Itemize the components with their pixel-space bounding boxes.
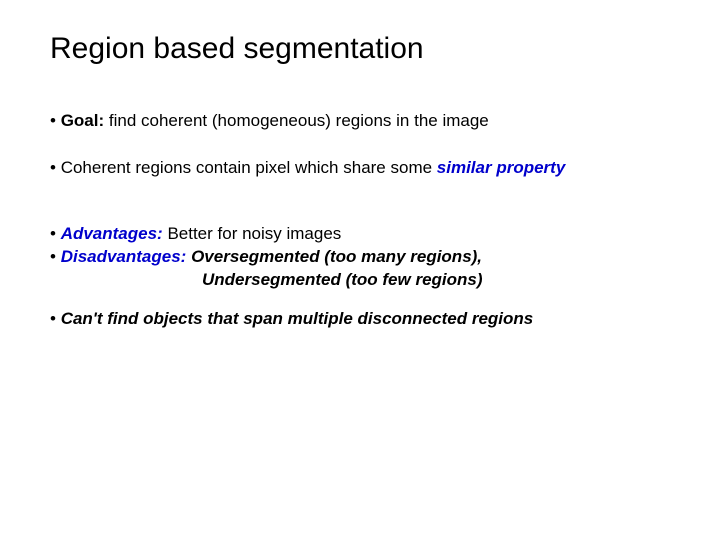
bullet-goal-rest: find coherent (homogeneous) regions in t…: [104, 111, 489, 130]
spacer: [50, 205, 670, 223]
bullet-dot: •: [50, 111, 61, 130]
bullet-coherent: • Coherent regions contain pixel which s…: [50, 157, 670, 178]
bullet-disadvantages: • Disadvantages: Oversegmented (too many…: [50, 246, 670, 267]
bullet-dot: •: [50, 247, 61, 266]
bullet-dis-lead: Disadvantages:: [61, 247, 187, 266]
bullet-coherent-emph: similar property: [437, 158, 566, 177]
bullet-dis-part2: Undersegmented (too few regions): [202, 270, 483, 289]
bullet-coherent-pre: Coherent regions contain pixel which sha…: [61, 158, 437, 177]
spacer: [50, 290, 670, 308]
bullet-goal: • Goal: find coherent (homogeneous) regi…: [50, 110, 670, 131]
bullet-dis-part1: Oversegmented (too many regions),: [186, 247, 482, 266]
bullet-cant-text: Can't find objects that span multiple di…: [61, 309, 534, 328]
slide: Region based segmentation • Goal: find c…: [0, 0, 720, 540]
bullet-adv-rest: Better for noisy images: [163, 224, 342, 243]
bullet-cant-find: • Can't find objects that span multiple …: [50, 308, 670, 329]
bullet-dot: •: [50, 158, 61, 177]
bullet-adv-lead: Advantages:: [61, 224, 163, 243]
bullet-goal-lead: Goal:: [61, 111, 104, 130]
slide-title: Region based segmentation: [50, 32, 670, 66]
bullet-dot: •: [50, 309, 61, 328]
bullet-disadvantages-line2: Undersegmented (too few regions): [50, 269, 670, 290]
bullet-dot: •: [50, 224, 61, 243]
bullet-advantages: • Advantages: Better for noisy images: [50, 223, 670, 244]
